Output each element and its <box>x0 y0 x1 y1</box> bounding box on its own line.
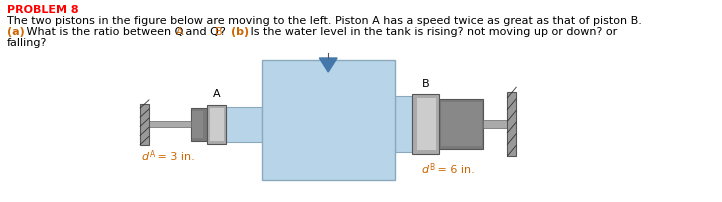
Bar <box>140 104 149 145</box>
Bar <box>261 61 395 180</box>
Text: Is the water level in the tank is rising? not moving up or down? or: Is the water level in the tank is rising… <box>247 27 617 37</box>
Text: A: A <box>176 27 184 37</box>
Text: A: A <box>213 89 220 99</box>
Bar <box>395 97 412 152</box>
Text: (b): (b) <box>231 27 249 37</box>
Text: = 6 in.: = 6 in. <box>434 164 474 174</box>
Text: The two pistons in the figure below are moving to the left. Piston A has a speed: The two pistons in the figure below are … <box>7 16 642 26</box>
Text: B: B <box>429 162 434 171</box>
Text: falling?: falling? <box>7 38 48 48</box>
Text: A: A <box>149 150 155 159</box>
Text: and Q: and Q <box>182 27 219 37</box>
Text: What is the ratio between Q: What is the ratio between Q <box>23 27 184 37</box>
Bar <box>149 121 191 127</box>
Bar <box>191 108 206 141</box>
Bar <box>441 102 482 146</box>
Bar <box>226 107 261 142</box>
Bar <box>439 100 484 149</box>
Text: PROBLEM 8: PROBLEM 8 <box>7 5 79 15</box>
Bar <box>508 93 516 156</box>
Text: ?: ? <box>220 27 230 37</box>
Polygon shape <box>319 59 337 73</box>
Text: d: d <box>142 152 149 162</box>
Bar <box>210 108 224 141</box>
Bar <box>193 111 203 138</box>
Bar <box>412 95 439 154</box>
Text: = 3 in.: = 3 in. <box>155 152 195 162</box>
Text: d: d <box>422 164 428 174</box>
Text: B: B <box>214 27 222 37</box>
Text: B: B <box>422 79 430 88</box>
Bar <box>417 99 435 150</box>
Bar <box>206 105 226 144</box>
Text: (a): (a) <box>7 27 25 37</box>
Bar <box>484 120 508 128</box>
